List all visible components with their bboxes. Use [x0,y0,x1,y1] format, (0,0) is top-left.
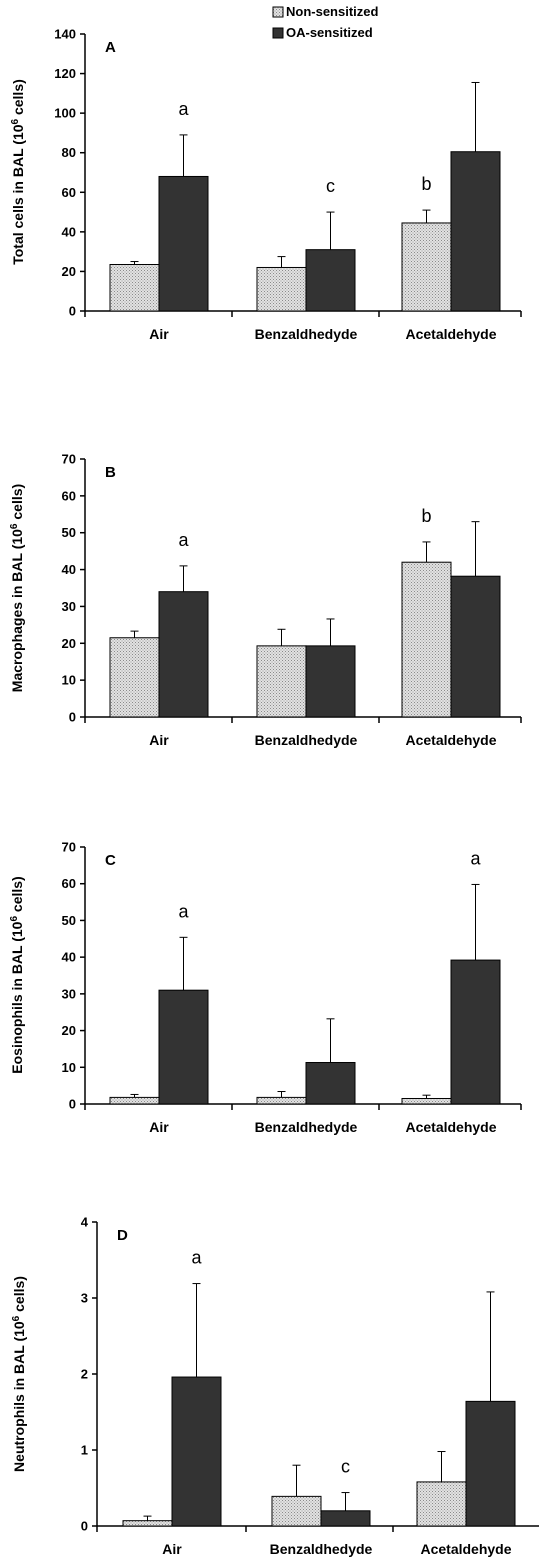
y-tick-label: 0 [69,304,76,319]
bar-non-sensitized [122,1520,173,1527]
y-tick-label: 40 [62,562,76,577]
bar-non-sensitized [401,222,452,312]
bar-non-sensitized [256,266,307,312]
y-tick-label: 20 [62,264,76,279]
y-tick-label: 3 [81,1291,88,1306]
x-tick-label: Air [149,326,169,342]
bar-oa-sensitized [305,1062,356,1105]
x-tick-label: Benzaldhedyde [255,732,358,748]
bar-oa-sensitized [450,151,501,312]
legend-swatch-non-sensitized [272,6,284,18]
panel-label: A [105,39,116,56]
x-tick-label: Benzaldhedyde [255,1119,358,1135]
x-tick-label: Acetaldehyde [405,732,496,748]
significance-label: a [191,1248,202,1268]
y-tick-label: 0 [69,1097,76,1112]
bar-oa-sensitized [158,175,209,312]
bar-non-sensitized [416,1481,467,1527]
y-axis-title: Macrophages in BAL (106 cells) [9,484,26,692]
bar-oa-sensitized [158,591,209,718]
x-tick-label: Air [149,1119,169,1135]
y-tick-label: 60 [62,185,76,200]
chart-panel-b: 0 10 20 30 40 50 60 70 Air Benzaldhedyde Acetaldeh… [9,452,522,748]
x-tick-label: Air [149,732,169,748]
bar-oa-sensitized [305,249,356,312]
x-tick-label: Acetaldehyde [420,1541,511,1557]
bar-oa-sensitized [450,575,501,718]
y-tick-label: 10 [62,1060,76,1075]
y-tick-label: 1 [81,1443,88,1458]
y-tick-label: 40 [62,224,76,239]
y-axis-title: Total cells in BAL (106 cells) [10,79,27,265]
y-tick-label: 50 [62,525,76,540]
y-tick-label: 30 [62,599,76,614]
y-tick-label: 30 [62,986,76,1001]
y-tick-label: 100 [54,106,76,121]
y-tick-label: 80 [62,145,76,160]
significance-label: a [178,901,189,921]
y-tick-label: 20 [62,636,76,651]
y-axis-title: Eosinophils in BAL (106 cells) [9,876,26,1073]
legend-swatch-oa-sensitized [272,27,284,39]
significance-label: b [421,506,431,526]
y-tick-label: 20 [62,1023,76,1038]
bar-oa-sensitized [305,645,356,718]
bar-non-sensitized [109,637,160,718]
panel-label: C [105,852,116,869]
bar-non-sensitized [401,561,452,718]
y-tick-label: 70 [62,840,76,855]
x-tick-label: Benzaldhedyde [270,1541,373,1557]
legend-label-non-sensitized: Non-sensitized [286,4,379,19]
significance-label: b [421,174,431,194]
significance-label: c [326,176,335,196]
y-tick-label: 120 [54,66,76,81]
significance-label: a [178,99,189,119]
bar-non-sensitized [256,1096,307,1105]
x-tick-label: Air [162,1541,182,1557]
bar-non-sensitized [109,1096,160,1105]
bar-oa-sensitized [171,1376,222,1527]
y-tick-label: 60 [62,488,76,503]
y-tick-label: 50 [62,913,76,928]
bar-non-sensitized [271,1495,322,1527]
bar-non-sensitized [256,645,307,718]
y-tick-label: 60 [62,876,76,891]
significance-label: a [470,848,481,868]
bar-oa-sensitized [320,1510,371,1527]
y-axis-title: Neutrophils in BAL (106 cells) [11,1276,28,1472]
y-tick-label: 140 [54,27,76,42]
bar-non-sensitized [109,264,160,312]
bar-oa-sensitized [465,1400,516,1527]
x-tick-label: Benzaldhedyde [255,326,358,342]
chart-panel-a: 0 20 40 60 80 100 120 140 Air Benzaldhedyde Acetal… [10,27,522,342]
legend: Non-sensitized OA-sensitized [272,4,379,40]
x-tick-label: Acetaldehyde [405,1119,496,1135]
x-tick-label: Acetaldehyde [405,326,496,342]
y-tick-label: 10 [62,673,76,688]
chart-panel-d: 0 1 2 3 4 Air Benzaldhedyde Acetaldehyde a c D Neut… [11,1215,539,1557]
y-tick-label: 4 [81,1215,89,1230]
significance-label: a [178,530,189,550]
y-tick-label: 40 [62,950,76,965]
panel-label: B [105,464,116,481]
y-tick-label: 70 [62,452,76,467]
panel-label: D [117,1227,128,1244]
legend-label-oa-sensitized: OA-sensitized [286,25,373,40]
chart-panel-c: 0 10 20 30 40 50 60 70 Air Benzaldhedyde Acetaldeh… [9,840,522,1135]
bar-oa-sensitized [158,989,209,1105]
y-tick-label: 2 [81,1367,88,1382]
y-tick-label: 0 [81,1519,88,1534]
y-tick-label: 0 [69,710,76,725]
bar-non-sensitized [401,1097,452,1105]
bar-oa-sensitized [450,959,501,1105]
significance-label: c [341,1457,350,1477]
